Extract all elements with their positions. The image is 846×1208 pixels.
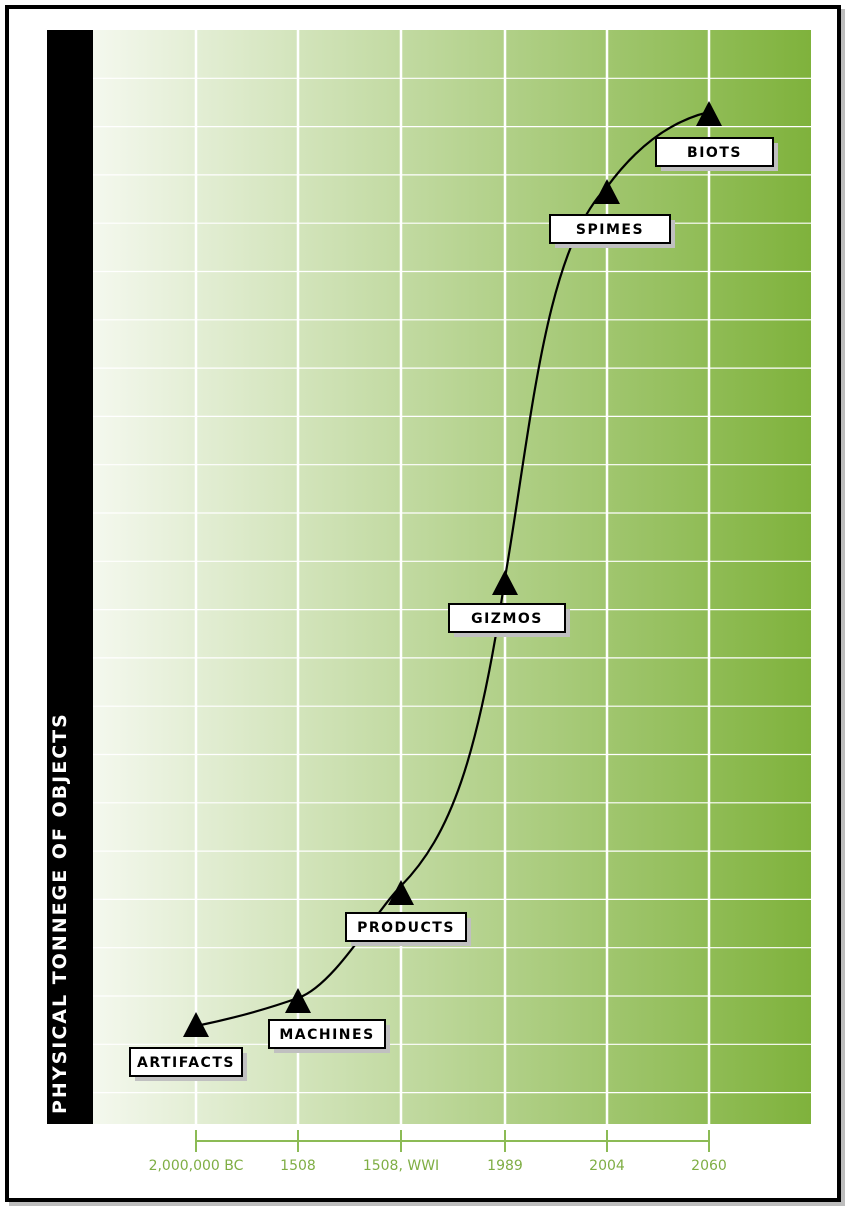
point-label: ARTIFACTS	[137, 1055, 235, 1071]
point-label-background	[268, 1019, 386, 1049]
point-label-background	[345, 912, 467, 942]
grid-layer	[93, 30, 811, 1124]
y-axis-bar: PHYSICAL TONNEGE OF OBJECTS	[47, 30, 93, 1124]
point-label-box: BIOTS	[655, 137, 778, 171]
data-point-marker	[696, 101, 722, 126]
data-point-marker	[492, 570, 518, 595]
x-tick-label: 2060	[691, 1158, 727, 1174]
point-label: SPIMES	[576, 222, 644, 238]
x-axis: 2,000,000 BC 1508 1508, WWI 1989 2004 2060	[149, 1130, 727, 1174]
marker-layer	[183, 101, 722, 1037]
data-point-marker	[594, 179, 620, 204]
point-label-background	[549, 214, 671, 244]
point-label: BIOTS	[687, 145, 742, 161]
point-label-box: SPIMES	[549, 214, 675, 248]
x-tick-label: 2,000,000 BC	[149, 1158, 244, 1174]
x-tick-label: 1989	[487, 1158, 523, 1174]
point-label-box: ARTIFACTS	[129, 1047, 247, 1081]
point-label-box: PRODUCTS	[345, 912, 471, 946]
point-label-box: MACHINES	[268, 1019, 390, 1053]
point-label-background	[448, 603, 566, 633]
point-label: PRODUCTS	[357, 920, 455, 936]
data-point-marker	[183, 1012, 209, 1037]
point-label-background	[129, 1047, 243, 1077]
x-tick-label: 2004	[589, 1158, 625, 1174]
point-label-background	[655, 137, 774, 167]
point-label: MACHINES	[279, 1027, 374, 1043]
point-label: GIZMOS	[471, 611, 543, 627]
data-point-marker	[285, 988, 311, 1013]
x-tick-label: 1508	[280, 1158, 316, 1174]
point-label-box: GIZMOS	[448, 603, 570, 637]
plot-background	[93, 30, 811, 1124]
data-point-marker	[388, 880, 414, 905]
x-tick-label: 1508, WWI	[363, 1158, 439, 1174]
label-layer: ARTIFACTS MACHINES PRODUCTS GIZMOS SPIMES BIO…	[129, 137, 778, 1081]
